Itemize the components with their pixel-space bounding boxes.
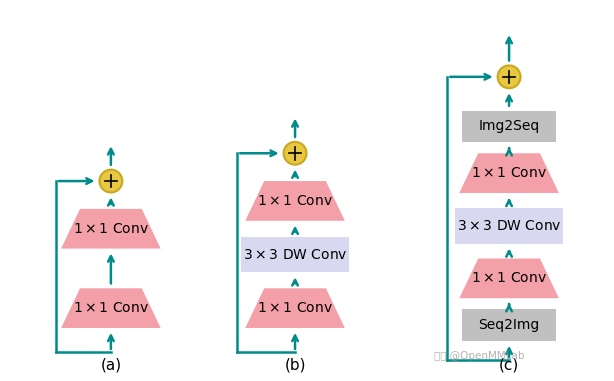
Text: $1 \times 1$ Conv: $1 \times 1$ Conv	[73, 301, 149, 315]
Text: $1 \times 1$ Conv: $1 \times 1$ Conv	[73, 222, 149, 236]
Polygon shape	[61, 209, 161, 248]
Text: $3 \times 3$ DW Conv: $3 \times 3$ DW Conv	[243, 248, 348, 261]
Polygon shape	[245, 181, 345, 221]
FancyBboxPatch shape	[462, 110, 556, 142]
Text: $1 \times 1$ Conv: $1 \times 1$ Conv	[471, 166, 547, 180]
Circle shape	[497, 66, 521, 88]
Polygon shape	[245, 288, 345, 328]
Polygon shape	[61, 288, 161, 328]
Text: $1 \times 1$ Conv: $1 \times 1$ Conv	[257, 301, 333, 315]
Circle shape	[99, 170, 122, 192]
Text: (b): (b)	[284, 358, 306, 373]
Text: Img2Seq: Img2Seq	[478, 120, 540, 133]
Text: $1 \times 1$ Conv: $1 \times 1$ Conv	[257, 194, 333, 208]
FancyBboxPatch shape	[456, 208, 563, 243]
Text: (a): (a)	[100, 358, 122, 373]
Polygon shape	[459, 258, 559, 298]
Polygon shape	[459, 153, 559, 193]
Text: Seq2Img: Seq2Img	[478, 318, 540, 332]
FancyBboxPatch shape	[241, 237, 349, 272]
Text: $1 \times 1$ Conv: $1 \times 1$ Conv	[471, 271, 547, 285]
Text: $3 \times 3$ DW Conv: $3 \times 3$ DW Conv	[457, 219, 561, 233]
Text: 知乎 @OpenMMLab: 知乎 @OpenMMLab	[435, 351, 525, 361]
Text: (c): (c)	[499, 358, 519, 373]
Circle shape	[284, 142, 306, 165]
FancyBboxPatch shape	[462, 309, 556, 341]
